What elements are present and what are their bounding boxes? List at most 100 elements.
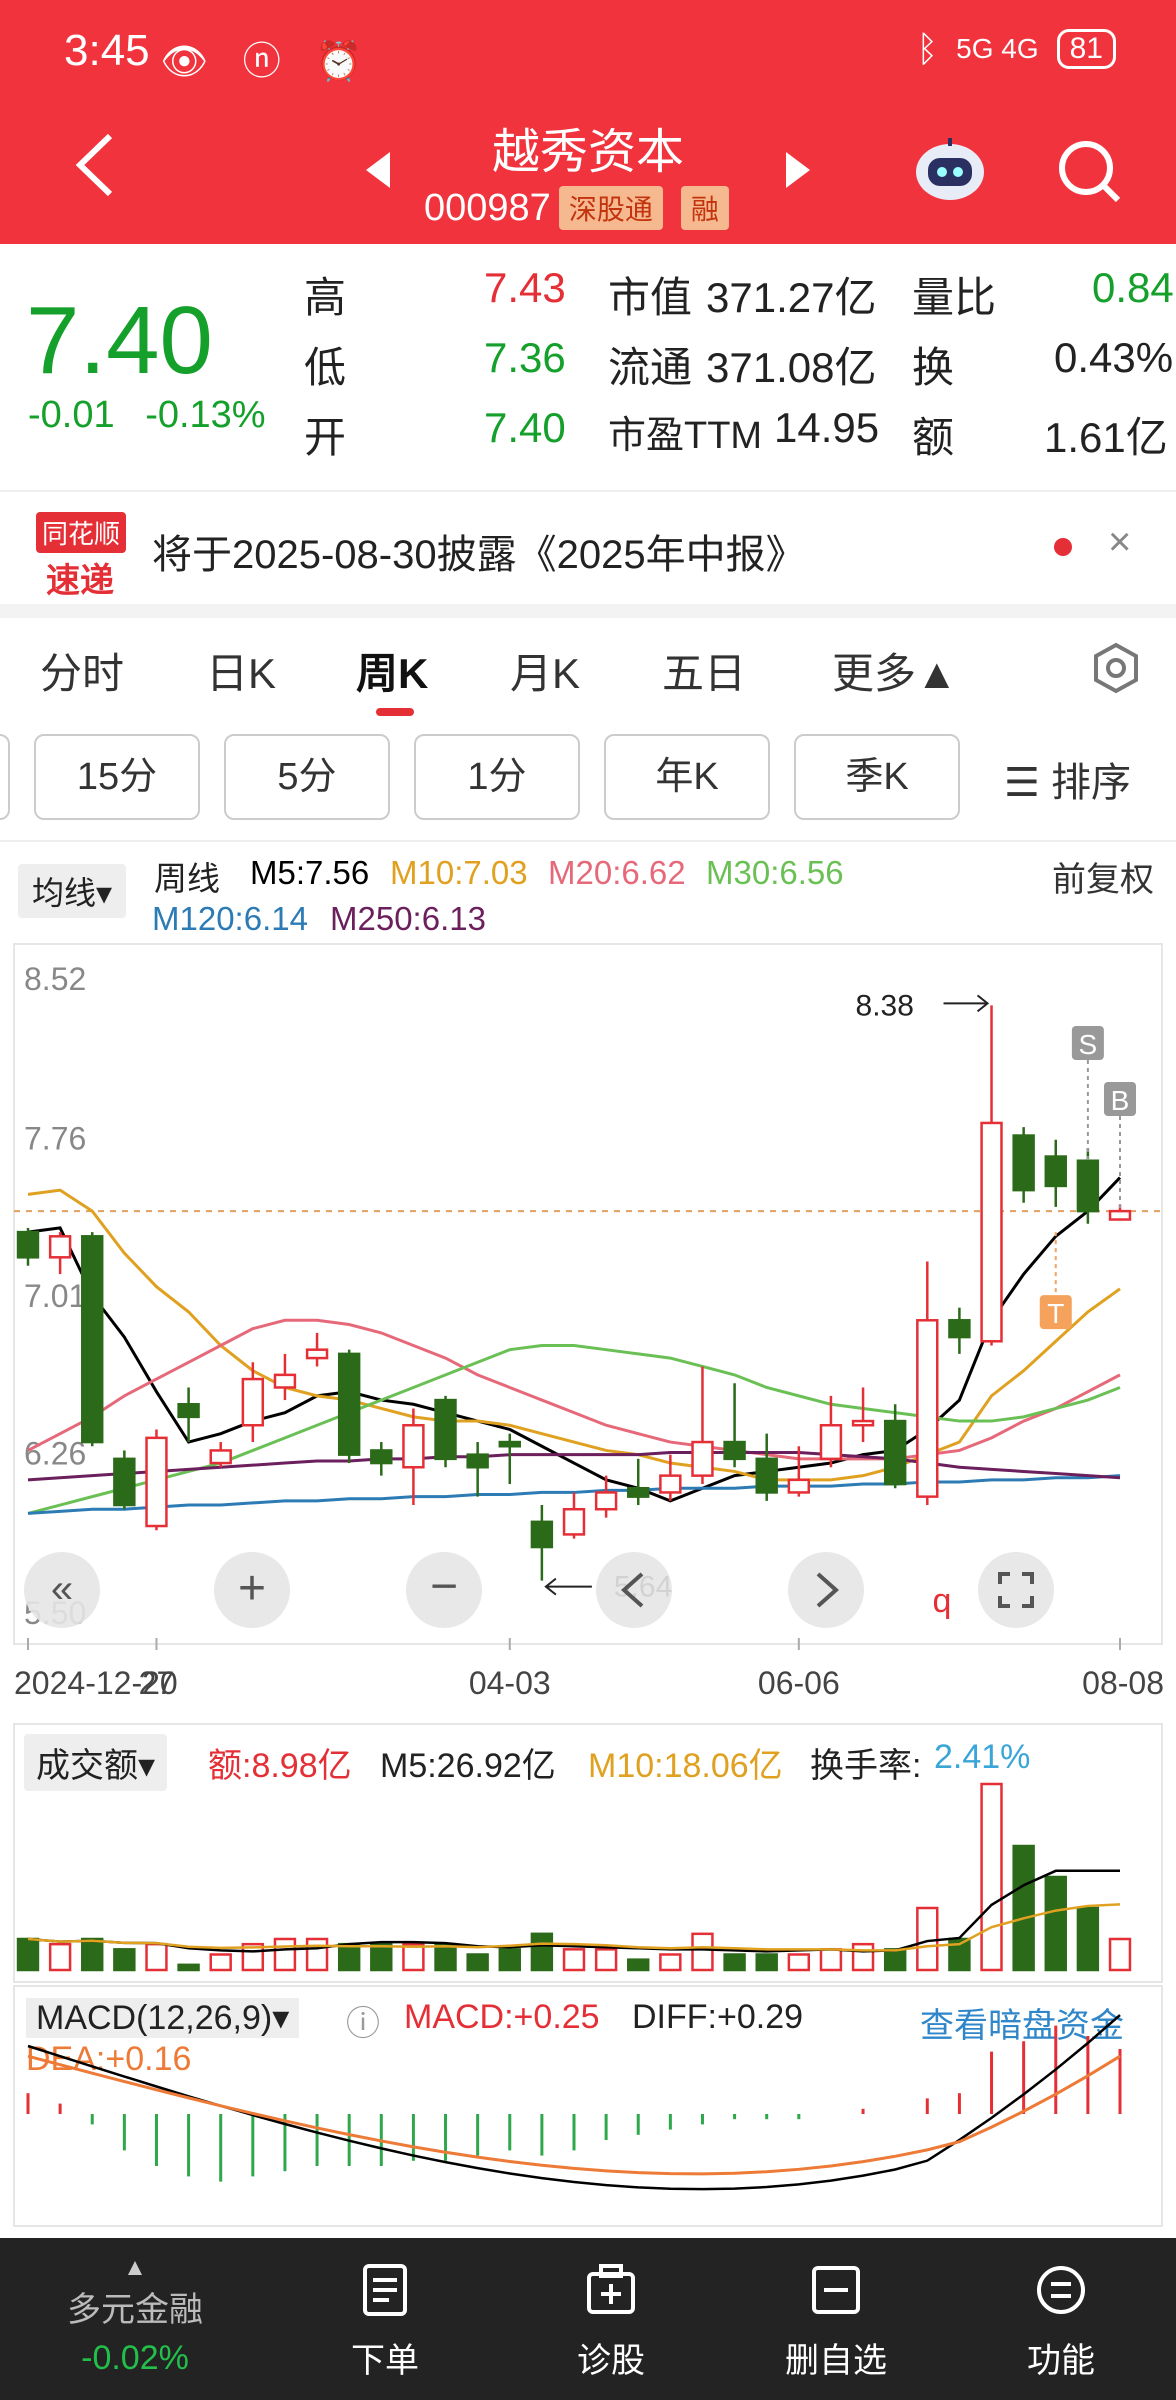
- back-arrow-icon[interactable]: [70, 130, 120, 200]
- candle-body: [851, 1419, 875, 1427]
- dark-pool-link[interactable]: 查看暗盘资金: [920, 2007, 1124, 2045]
- subtab-quarterly-k[interactable]: 季K: [794, 734, 960, 820]
- status-time: 3:45: [64, 26, 150, 75]
- volume-dropdown[interactable]: 成交额▾: [24, 1734, 168, 1791]
- volume-bar: [1076, 1906, 1100, 1972]
- fullscreen-button[interactable]: [978, 1552, 1054, 1628]
- volume-bar: [177, 1963, 200, 1972]
- volume-bar: [851, 1942, 875, 1972]
- volume-bar: [337, 1942, 361, 1972]
- volume-bar: [113, 1948, 136, 1972]
- help-icon[interactable]: ⓘ: [346, 2005, 380, 2043]
- sector-button[interactable]: ▲ 多元金融 -0.02%: [60, 2254, 210, 2378]
- high-arrow-head-icon: [976, 994, 990, 1013]
- candle-body: [434, 1398, 457, 1461]
- candle-body: [723, 1440, 746, 1461]
- bluetooth-icon: ᛒ: [916, 28, 939, 69]
- quote-label: 额: [912, 414, 955, 461]
- zoom-out-button[interactable]: −: [406, 1552, 482, 1628]
- x-tick-label: 06-06: [758, 1665, 840, 1701]
- diagnose-button[interactable]: 诊股: [556, 2262, 666, 2382]
- collapse-left-button[interactable]: «: [24, 1552, 100, 1628]
- remove-watchlist-button[interactable]: 删自选: [776, 2262, 896, 2382]
- volume-bar: [819, 1948, 843, 1972]
- scroll-left-button[interactable]: [596, 1552, 672, 1628]
- subtab-overflow[interactable]: [0, 734, 10, 820]
- search-icon[interactable]: [1054, 136, 1124, 206]
- subtab-5min[interactable]: 5分: [224, 734, 390, 820]
- robot-assistant-icon[interactable]: [912, 134, 988, 204]
- zoom-in-button[interactable]: +: [214, 1552, 290, 1628]
- volume-bar: [916, 1906, 939, 1972]
- t-marker: [1039, 1295, 1072, 1330]
- volume-ma10-line: [27, 1903, 1121, 1952]
- expand-icon: [998, 1572, 1034, 1608]
- sell-marker: [1071, 1026, 1104, 1060]
- sort-button[interactable]: ☰ 排序: [1004, 761, 1131, 805]
- x-tick-label: 08-08: [1082, 1665, 1164, 1701]
- macd-chart[interactable]: [0, 1984, 1176, 2228]
- tab-daily-k[interactable]: 日K: [206, 650, 277, 697]
- tab-more[interactable]: 更多▲: [832, 650, 958, 697]
- volume-legend: 成交额▾ 额:8.98亿 M5:26.92亿 M10:18.06亿 换手率: 2…: [0, 1734, 1176, 1791]
- tab-five-day[interactable]: 五日: [662, 650, 747, 697]
- chevron-right-icon: [816, 1572, 840, 1608]
- status-bar: 3:45 👁 ⓝ ⏰ ᛒ 5G 4G 81: [0, 0, 1176, 100]
- volume-bar: [498, 1948, 521, 1972]
- macd-diff-line: [27, 2014, 1121, 2191]
- subtab-15min[interactable]: 15分: [34, 734, 200, 820]
- candle-body: [145, 1436, 168, 1528]
- tab-intraday[interactable]: 分时: [40, 650, 125, 697]
- quote-label: 高: [304, 274, 347, 321]
- y-tick-label: 7.76: [24, 1121, 86, 1157]
- notice-text: 将于2025-08-30披露《2025年中报》: [152, 533, 806, 577]
- battery-icon: 81: [1056, 29, 1116, 69]
- active-tab-indicator: [376, 708, 414, 716]
- notice-banner[interactable]: 同花顺 速递 将于2025-08-30披露《2025年中报》: [0, 490, 1176, 618]
- low-arrow-head-icon: [544, 1577, 557, 1596]
- stock-code-row: 000987 深股通 融: [424, 186, 729, 230]
- ma-dropdown[interactable]: 均线▾: [18, 864, 127, 918]
- volume-bar: [562, 1948, 586, 1972]
- sector-change: -0.02%: [81, 2339, 189, 2377]
- candle-body: [819, 1424, 843, 1461]
- plus-icon: +: [238, 1562, 266, 1615]
- signal-icon: 5G 4G: [956, 33, 1039, 64]
- function-button[interactable]: 功能: [1006, 2262, 1116, 2382]
- candle-body: [627, 1486, 650, 1498]
- minus-icon: −: [430, 1560, 458, 1613]
- settings-hexagon-icon[interactable]: [1090, 642, 1142, 694]
- order-label: 下单: [351, 2342, 419, 2380]
- tag-margin: 融: [680, 186, 729, 230]
- quote-panel: 7.40 -0.01 -0.13% 高 7.43 市值 371.27亿 量比 0…: [0, 244, 1176, 490]
- header: 3:45 👁 ⓝ ⏰ ᛒ 5G 4G 81 越秀资本 000987 深股通 融: [0, 0, 1176, 244]
- close-icon[interactable]: ×: [1108, 520, 1132, 564]
- change-percent: -0.13%: [145, 394, 266, 436]
- order-button[interactable]: 下单: [330, 2262, 440, 2382]
- tab-monthly-k[interactable]: 月K: [510, 650, 581, 697]
- volume-chart[interactable]: [0, 1722, 1176, 1992]
- next-stock-icon[interactable]: [786, 152, 810, 188]
- candle-body: [530, 1520, 554, 1549]
- candle-body: [337, 1352, 361, 1456]
- quote-label: 市盈TTM: [608, 415, 763, 457]
- subtab-yearly-k[interactable]: 年K: [604, 734, 770, 820]
- volume-bar: [434, 1942, 457, 1972]
- volume-bar: [16, 1937, 40, 1972]
- caret-up-icon: ▲: [123, 2254, 147, 2281]
- macd-dropdown[interactable]: MACD(12,26,9)▾: [26, 1998, 300, 2038]
- tab-weekly-k[interactable]: 周K: [356, 650, 429, 697]
- forward-adjusted-toggle[interactable]: 前复权: [1052, 861, 1154, 899]
- subtab-1min[interactable]: 1分: [414, 734, 580, 820]
- prev-stock-icon[interactable]: [366, 152, 390, 188]
- stock-name: 越秀资本: [491, 126, 684, 179]
- unread-dot-icon: [1054, 538, 1072, 556]
- q-marker-label: q: [933, 1582, 952, 1620]
- t-marker-label: T: [1047, 1298, 1064, 1329]
- candle-body: [948, 1319, 971, 1339]
- candle-body: [883, 1419, 907, 1486]
- candle-body: [177, 1403, 200, 1419]
- x-tick-label: 2024-12-20: [14, 1665, 178, 1701]
- scroll-right-button[interactable]: [788, 1552, 864, 1628]
- ma-m30: M30:6.56: [706, 854, 844, 891]
